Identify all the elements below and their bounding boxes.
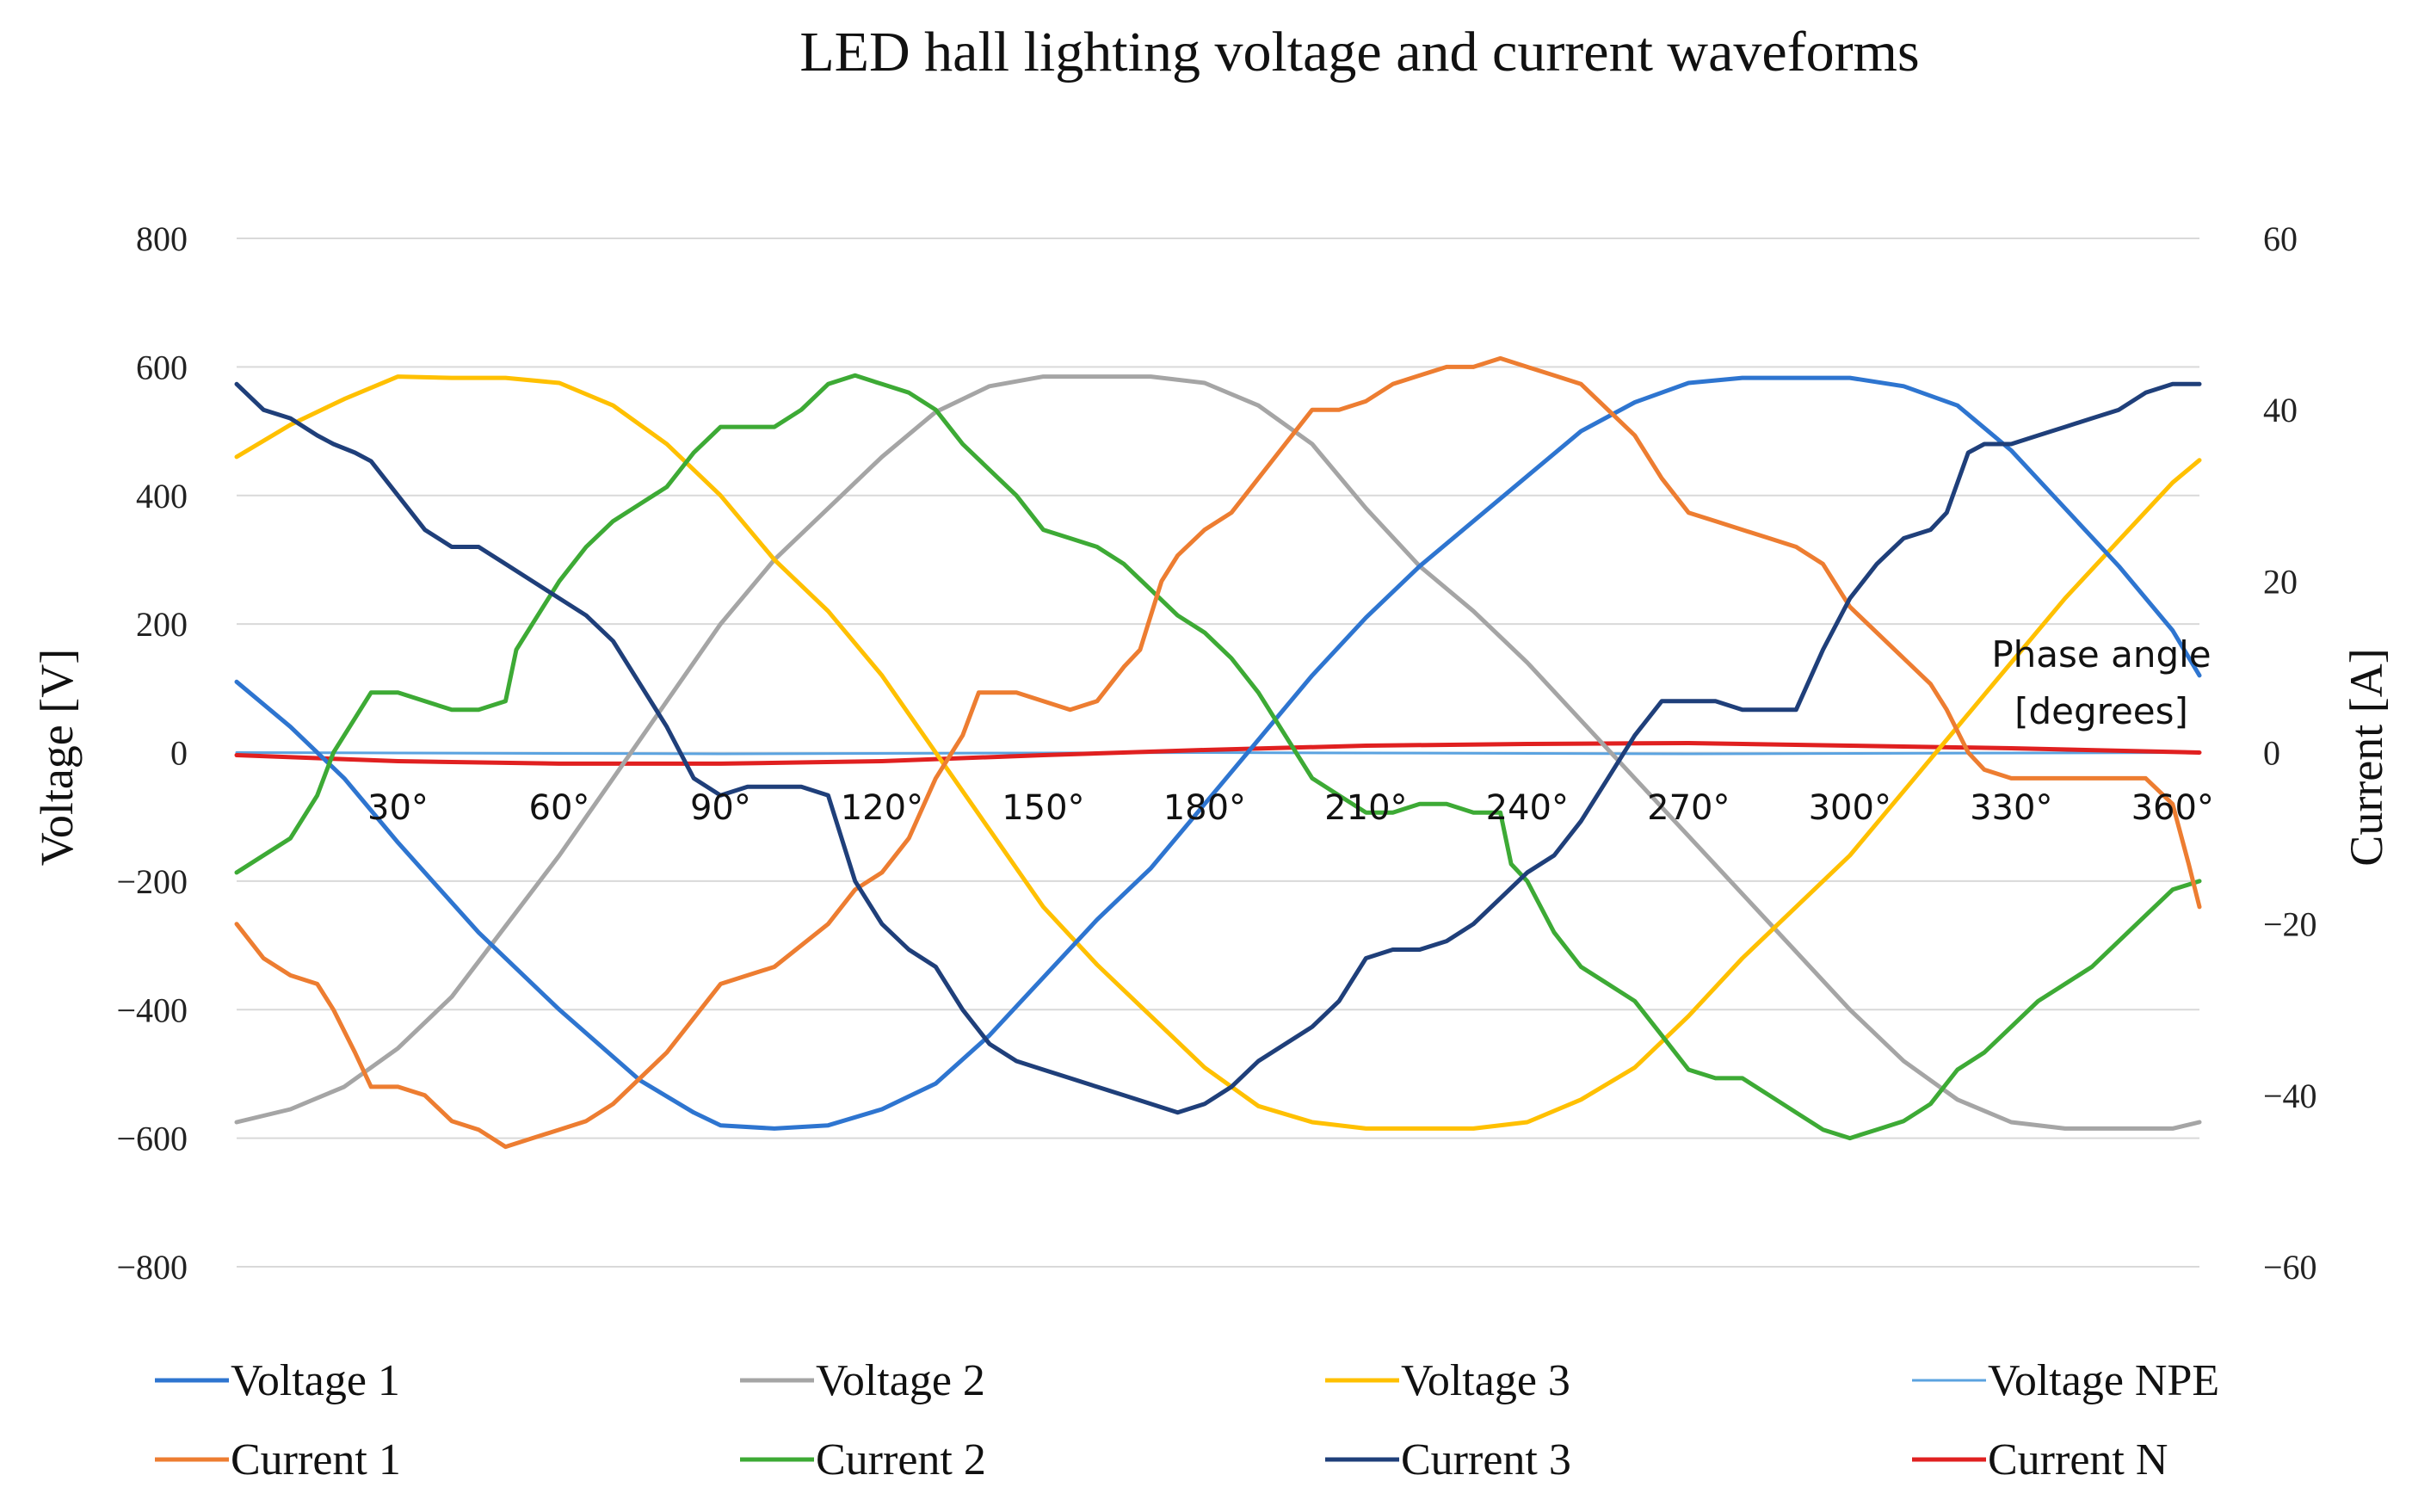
- y-tick-label: −800: [116, 1248, 188, 1287]
- y2-tick-label: 60: [2263, 219, 2298, 258]
- y-tick-label: 800: [136, 219, 188, 258]
- legend: Voltage 1 Voltage 2 Voltage 3 Voltage NPE Cu…: [155, 1356, 2219, 1484]
- y-tick-label: 0: [170, 734, 188, 773]
- legend-label-voltage-1: Voltage 1: [231, 1356, 400, 1405]
- y2-tick-label: 0: [2263, 734, 2280, 773]
- y2-tick-label: −40: [2263, 1077, 2317, 1115]
- y-tick-label: 200: [136, 605, 188, 644]
- legend-label-current-n: Current N: [1988, 1435, 2168, 1484]
- y-tick-label: −400: [116, 991, 188, 1029]
- legend-label-current-2: Current 2: [816, 1435, 986, 1484]
- y2-axis-label: Current [A]: [2341, 648, 2392, 866]
- x-tick-label: 240°: [1486, 788, 1569, 828]
- x-tick-label: 90°: [690, 788, 751, 828]
- x-tick-label: 210°: [1324, 788, 1407, 828]
- y-axis-label: Voltage [V]: [31, 649, 83, 866]
- series-line-voltage-npe: [235, 751, 2201, 756]
- x-tick-label: 180°: [1163, 788, 1246, 828]
- right-axis-ticks: 60 40 20 0 −20 −40 −60: [2263, 219, 2317, 1287]
- x-tick-label: 270°: [1647, 788, 1730, 828]
- y2-tick-label: −20: [2263, 905, 2317, 944]
- y2-tick-label: −60: [2263, 1248, 2317, 1287]
- angle-ticks: 30° 60° 90° 120° 150° 180° 210° 240° 270° 300° 330…: [367, 788, 2214, 828]
- x-tick-label: 60°: [529, 788, 590, 828]
- legend-label-voltage-3: Voltage 3: [1401, 1356, 1570, 1405]
- y2-tick-label: 20: [2263, 562, 2298, 601]
- legend-label-current-3: Current 3: [1401, 1435, 1571, 1484]
- x-tick-label: 150°: [1002, 788, 1084, 828]
- x-axis-label-line-1: Phase angle: [1991, 633, 2211, 676]
- series-line-current-2: [234, 373, 2202, 1141]
- y-tick-label: 400: [136, 477, 188, 515]
- series-line-current-n: [234, 741, 2202, 766]
- x-tick-label: 330°: [1970, 788, 2052, 828]
- series-lines: [234, 355, 2202, 1150]
- y-tick-label: 600: [136, 348, 188, 386]
- series-line-voltage-2: [234, 374, 2202, 1131]
- y-tick-label: −600: [116, 1120, 188, 1158]
- series-line-current-1: [234, 355, 2202, 1150]
- chart-title: LED hall lighting voltage and current wa…: [799, 21, 1919, 83]
- x-tick-label: 360°: [2131, 788, 2214, 828]
- legend-label-voltage-npe: Voltage NPE: [1988, 1356, 2219, 1405]
- x-axis-label-line-2: [degrees]: [2014, 690, 2188, 732]
- x-tick-label: 300°: [1809, 788, 1891, 828]
- y2-tick-label: 40: [2263, 391, 2298, 429]
- legend-label-current-1: Current 1: [231, 1435, 401, 1484]
- left-axis-ticks: 800 600 400 200 0 −200 −400 −600 −800: [116, 219, 188, 1287]
- series-line-current-3: [234, 381, 2202, 1115]
- legend-label-voltage-2: Voltage 2: [816, 1356, 985, 1405]
- x-tick-label: 30°: [367, 788, 429, 828]
- y-tick-label: −200: [116, 862, 188, 901]
- x-tick-label: 120°: [841, 788, 923, 828]
